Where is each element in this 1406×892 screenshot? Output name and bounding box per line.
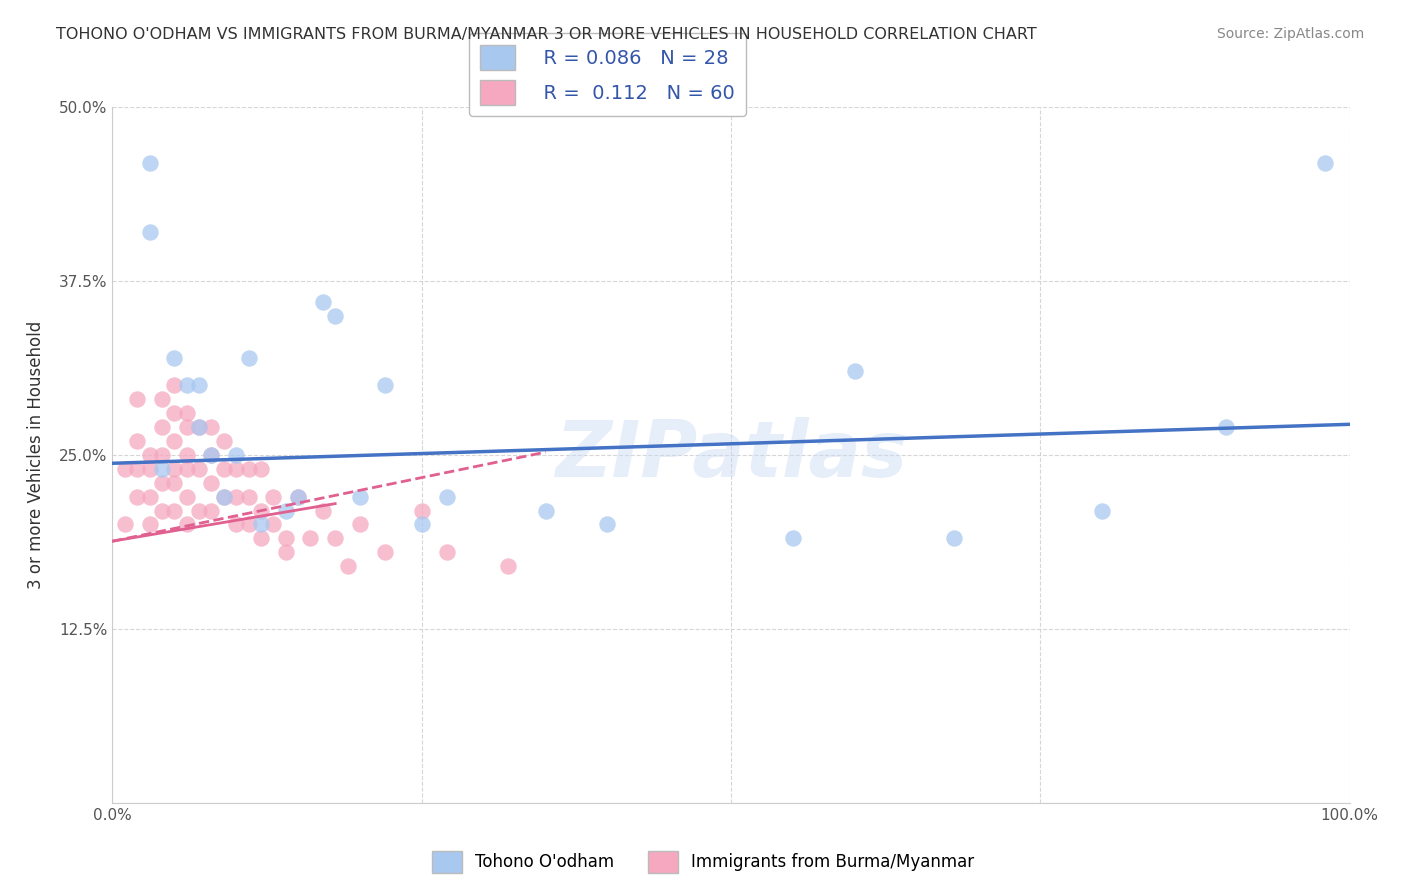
Point <box>188 503 211 517</box>
Point <box>163 503 186 517</box>
Point <box>323 309 346 323</box>
Point <box>250 503 273 517</box>
Point <box>238 517 260 532</box>
Point <box>200 448 222 462</box>
Point <box>374 378 396 392</box>
Point <box>1091 503 1114 517</box>
Point <box>274 503 297 517</box>
Point <box>225 490 247 504</box>
Point <box>138 225 160 239</box>
Point <box>262 490 284 504</box>
Point <box>150 462 173 476</box>
Point <box>498 559 520 574</box>
Point <box>176 490 198 504</box>
Point <box>200 448 222 462</box>
Point <box>844 364 866 378</box>
Point <box>176 406 198 420</box>
Point <box>138 462 160 476</box>
Point <box>436 545 458 559</box>
Point <box>150 448 173 462</box>
Point <box>534 503 557 517</box>
Point <box>274 532 297 546</box>
Point <box>127 462 149 476</box>
Point <box>127 490 149 504</box>
Point <box>250 462 273 476</box>
Text: TOHONO O'ODHAM VS IMMIGRANTS FROM BURMA/MYANMAR 3 OR MORE VEHICLES IN HOUSEHOLD : TOHONO O'ODHAM VS IMMIGRANTS FROM BURMA/… <box>56 27 1038 42</box>
Point <box>200 475 222 490</box>
Point <box>238 462 260 476</box>
Point <box>287 490 309 504</box>
Point <box>312 503 335 517</box>
Point <box>411 517 433 532</box>
Point <box>349 490 371 504</box>
Point <box>212 490 235 504</box>
Point <box>138 517 160 532</box>
Point <box>596 517 619 532</box>
Point <box>312 294 335 309</box>
Point <box>942 532 965 546</box>
Point <box>782 532 804 546</box>
Point <box>262 517 284 532</box>
Point <box>323 532 346 546</box>
Text: Source: ZipAtlas.com: Source: ZipAtlas.com <box>1216 27 1364 41</box>
Point <box>225 517 247 532</box>
Point <box>188 378 211 392</box>
Point <box>176 462 198 476</box>
Point <box>250 532 273 546</box>
Point <box>150 392 173 407</box>
Point <box>188 420 211 434</box>
Point <box>127 392 149 407</box>
Point <box>188 420 211 434</box>
Point <box>200 503 222 517</box>
Point <box>250 517 273 532</box>
Point <box>150 503 173 517</box>
Point <box>212 434 235 448</box>
Point <box>163 406 186 420</box>
Point <box>411 503 433 517</box>
Point <box>225 462 247 476</box>
Point <box>163 475 186 490</box>
Point <box>163 462 186 476</box>
Point <box>1313 155 1336 169</box>
Point <box>200 420 222 434</box>
Point <box>176 378 198 392</box>
Point <box>212 490 235 504</box>
Point <box>287 490 309 504</box>
Point <box>138 490 160 504</box>
Point <box>436 490 458 504</box>
Point <box>114 517 136 532</box>
Text: ZIPatlas: ZIPatlas <box>555 417 907 493</box>
Point <box>274 545 297 559</box>
Point <box>163 351 186 365</box>
Point <box>374 545 396 559</box>
Point <box>176 448 198 462</box>
Legend: Tohono O'odham, Immigrants from Burma/Myanmar: Tohono O'odham, Immigrants from Burma/My… <box>425 845 981 880</box>
Y-axis label: 3 or more Vehicles in Household: 3 or more Vehicles in Household <box>27 321 45 589</box>
Point <box>176 517 198 532</box>
Point <box>176 420 198 434</box>
Point <box>238 490 260 504</box>
Point <box>114 462 136 476</box>
Point <box>1215 420 1237 434</box>
Point <box>127 434 149 448</box>
Point <box>150 420 173 434</box>
Point <box>299 532 322 546</box>
Point <box>349 517 371 532</box>
Point <box>225 448 247 462</box>
Point <box>163 378 186 392</box>
Legend:   R = 0.086   N = 28,   R =  0.112   N = 60: R = 0.086 N = 28, R = 0.112 N = 60 <box>468 33 747 116</box>
Point <box>336 559 359 574</box>
Point <box>163 434 186 448</box>
Point <box>150 475 173 490</box>
Point <box>138 155 160 169</box>
Point <box>238 351 260 365</box>
Point <box>188 462 211 476</box>
Point <box>212 462 235 476</box>
Point <box>138 448 160 462</box>
